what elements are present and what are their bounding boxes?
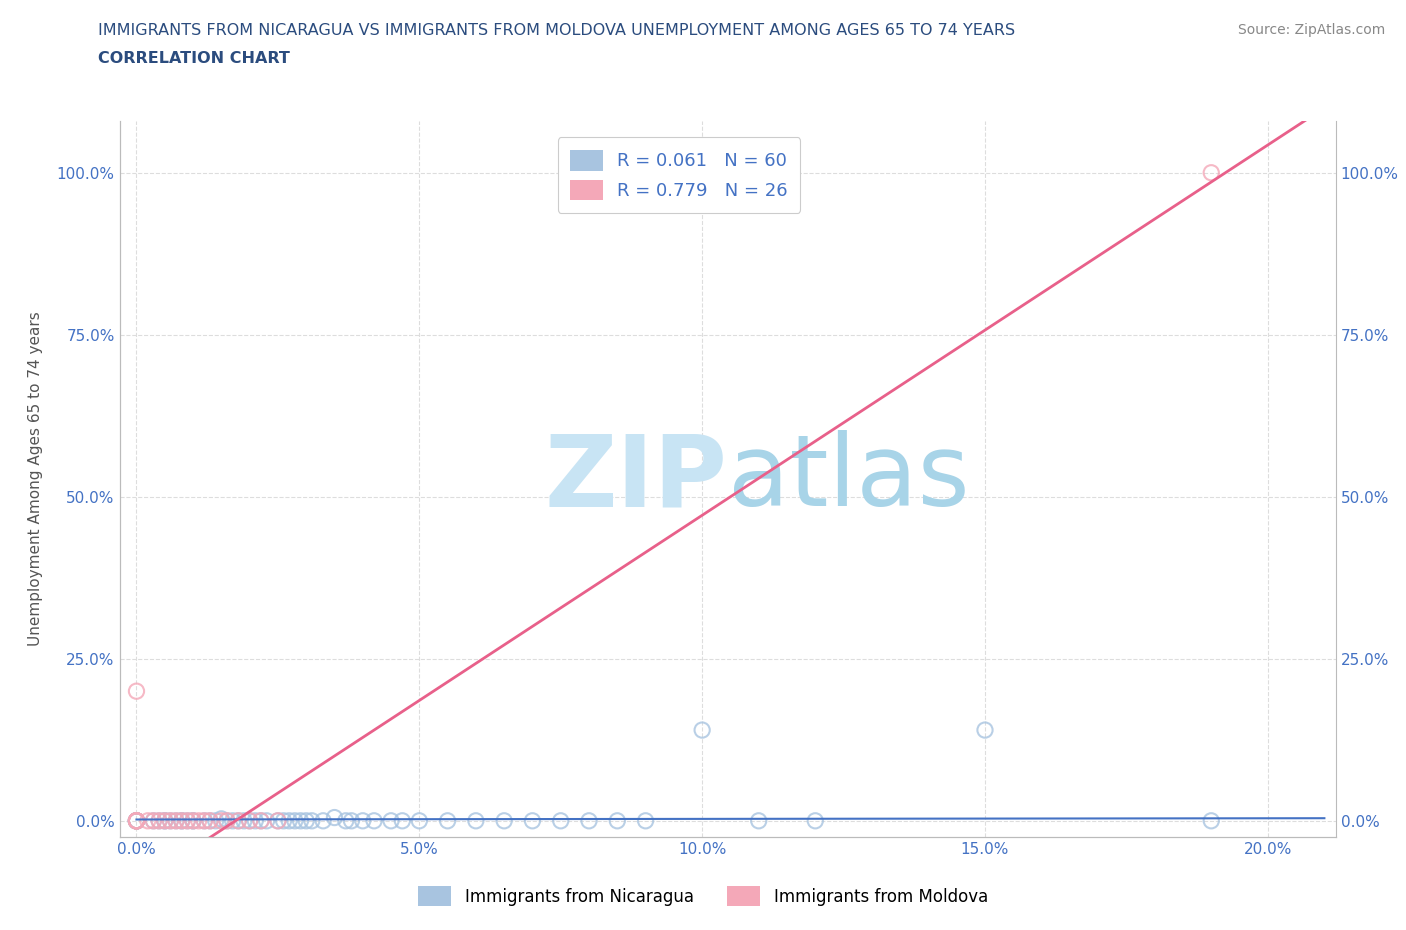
Point	[239, 814, 262, 829]
Point	[804, 814, 827, 829]
Point	[125, 814, 148, 829]
Legend: R = 0.061   N = 60, R = 0.779   N = 26: R = 0.061 N = 60, R = 0.779 N = 26	[558, 137, 800, 213]
Point	[226, 814, 249, 829]
Point	[142, 814, 165, 829]
Point	[125, 814, 148, 829]
Point	[153, 814, 176, 829]
Point	[181, 814, 204, 829]
Point	[284, 814, 307, 829]
Point	[974, 723, 997, 737]
Point	[273, 814, 295, 829]
Point	[170, 814, 193, 829]
Point	[136, 814, 159, 829]
Point	[267, 814, 290, 829]
Point	[165, 814, 187, 829]
Point	[159, 814, 181, 829]
Point	[125, 814, 148, 829]
Point	[125, 814, 148, 829]
Point	[522, 814, 544, 829]
Point	[301, 814, 323, 829]
Point	[340, 814, 363, 829]
Point	[176, 814, 198, 829]
Point	[233, 814, 256, 829]
Text: CORRELATION CHART: CORRELATION CHART	[98, 51, 290, 66]
Point	[125, 814, 148, 829]
Point	[1199, 166, 1222, 180]
Point	[125, 814, 148, 829]
Point	[363, 814, 385, 829]
Point	[323, 810, 346, 825]
Point	[380, 814, 402, 829]
Point	[204, 814, 226, 829]
Point	[226, 814, 249, 829]
Point	[267, 814, 290, 829]
Text: ZIP: ZIP	[544, 431, 728, 527]
Point	[209, 811, 232, 826]
Point	[181, 814, 204, 829]
Point	[578, 814, 600, 829]
Point	[250, 814, 273, 829]
Point	[464, 814, 486, 829]
Point	[142, 814, 165, 829]
Point	[436, 814, 458, 829]
Point	[295, 814, 318, 829]
Point	[245, 814, 267, 829]
Point	[606, 814, 628, 829]
Point	[634, 814, 657, 829]
Point	[176, 814, 198, 829]
Point	[125, 814, 148, 829]
Point	[153, 814, 176, 829]
Point	[221, 814, 243, 829]
Point	[748, 814, 770, 829]
Point	[1199, 814, 1222, 829]
Point	[125, 814, 148, 829]
Point	[125, 814, 148, 829]
Text: Source: ZipAtlas.com: Source: ZipAtlas.com	[1237, 23, 1385, 37]
Point	[193, 814, 215, 829]
Point	[352, 814, 374, 829]
Point	[391, 814, 413, 829]
Point	[187, 814, 209, 829]
Legend: Immigrants from Nicaragua, Immigrants from Moldova: Immigrants from Nicaragua, Immigrants fr…	[412, 880, 994, 912]
Point	[215, 814, 238, 829]
Point	[148, 814, 170, 829]
Point	[193, 814, 215, 829]
Text: IMMIGRANTS FROM NICARAGUA VS IMMIGRANTS FROM MOLDOVA UNEMPLOYMENT AMONG AGES 65 : IMMIGRANTS FROM NICARAGUA VS IMMIGRANTS …	[98, 23, 1015, 38]
Point	[148, 814, 170, 829]
Point	[209, 814, 232, 829]
Point	[181, 814, 204, 829]
Point	[165, 814, 187, 829]
Point	[198, 814, 221, 829]
Point	[408, 814, 430, 829]
Point	[170, 814, 193, 829]
Point	[250, 814, 273, 829]
Point	[125, 684, 148, 698]
Point	[198, 814, 221, 829]
Point	[125, 814, 148, 829]
Point	[125, 814, 148, 829]
Point	[125, 814, 148, 829]
Point	[494, 814, 516, 829]
Point	[690, 723, 713, 737]
Point	[312, 814, 335, 829]
Point	[278, 814, 301, 829]
Point	[550, 814, 572, 829]
Point	[256, 814, 278, 829]
Point	[125, 814, 148, 829]
Point	[215, 814, 238, 829]
Point	[170, 814, 193, 829]
Point	[153, 814, 176, 829]
Point	[335, 814, 357, 829]
Y-axis label: Unemployment Among Ages 65 to 74 years: Unemployment Among Ages 65 to 74 years	[28, 312, 42, 646]
Point	[159, 814, 181, 829]
Point	[239, 814, 262, 829]
Point	[290, 814, 312, 829]
Text: atlas: atlas	[728, 431, 969, 527]
Point	[125, 814, 148, 829]
